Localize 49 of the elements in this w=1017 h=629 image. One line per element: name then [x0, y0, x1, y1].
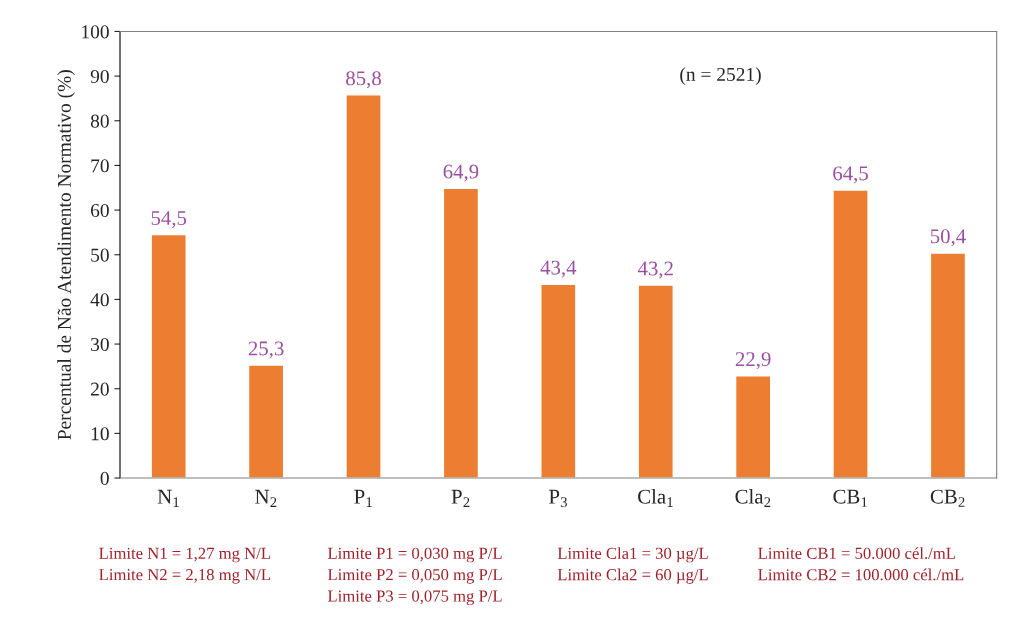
text: Limite P1 = 0,030 mg P/L — [327, 547, 502, 563]
bar — [345, 94, 382, 479]
text: Limite CB1 = 50.000 cél./mL — [758, 547, 955, 560]
bar — [540, 283, 577, 479]
x-tick-label: Cla$_{2}$ — [735, 489, 771, 507]
text: Limite CB2 = 100.000 cél./mL — [758, 568, 964, 581]
x-tick-label: Cla$_{1}$ — [638, 489, 673, 507]
y-tick-label: 20 — [91, 382, 109, 396]
x-tick-label: CB$_{2}$ — [930, 489, 965, 507]
x-tick-label: CB$_{1}$ — [833, 489, 867, 507]
y-axis-title: Percentual de Não Atendimento Normativo (%) — [57, 70, 75, 440]
y-tick-label: 100 — [82, 25, 109, 39]
x-tick-label: P$_{3}$ — [549, 489, 567, 508]
data-label: 64,9 — [443, 164, 479, 182]
bar — [247, 364, 285, 479]
bar — [832, 189, 869, 479]
x-tick-label: N$_{2}$ — [255, 489, 277, 507]
y-tick-label: 30 — [91, 337, 109, 351]
data-label: 43,4 — [540, 260, 577, 278]
x-tick-label: N$_{1}$ — [157, 489, 179, 507]
annotation: (n = 2521) — [680, 67, 761, 85]
bar — [442, 187, 480, 479]
text: Limite N2 = 2,18 mg N/L — [99, 569, 270, 584]
data-label: 22,9 — [735, 352, 771, 370]
data-label: 54,5 — [151, 211, 187, 229]
data-label: 43,2 — [637, 261, 673, 279]
x-tick-label: P$_{1}$ — [354, 489, 372, 507]
text: Limite P3 = 0,075 mg P/L — [327, 590, 502, 606]
y-tick-label: 60 — [90, 203, 109, 218]
y-tick-label: 10 — [91, 427, 109, 441]
text: Limite P2 = 0,050 mg P/L — [327, 569, 502, 584]
bar — [929, 252, 967, 479]
y-tick-label: 80 — [90, 114, 109, 128]
y-tick-label: 70 — [91, 159, 109, 173]
y-tick-label: 0 — [100, 471, 109, 485]
bar — [150, 233, 187, 479]
text: Limite Cla1 = 30 µg/L — [557, 547, 708, 563]
data-label: 64,5 — [833, 166, 868, 184]
data-label: 25,3 — [248, 341, 284, 359]
text: Limite N1 = 1,27 mg N/L — [99, 547, 270, 563]
x-tick-label: P$_{2}$ — [451, 489, 470, 507]
text: Limite Cla2 = 60 µg/L — [557, 568, 708, 584]
bar — [734, 375, 772, 479]
y-tick-label: 50 — [91, 248, 109, 262]
y-tick-label: 90 — [90, 69, 109, 84]
data-label: 85,8 — [346, 71, 381, 89]
bar — [637, 284, 674, 479]
data-label: 50,4 — [930, 229, 966, 247]
y-tick-label: 40 — [90, 293, 109, 307]
